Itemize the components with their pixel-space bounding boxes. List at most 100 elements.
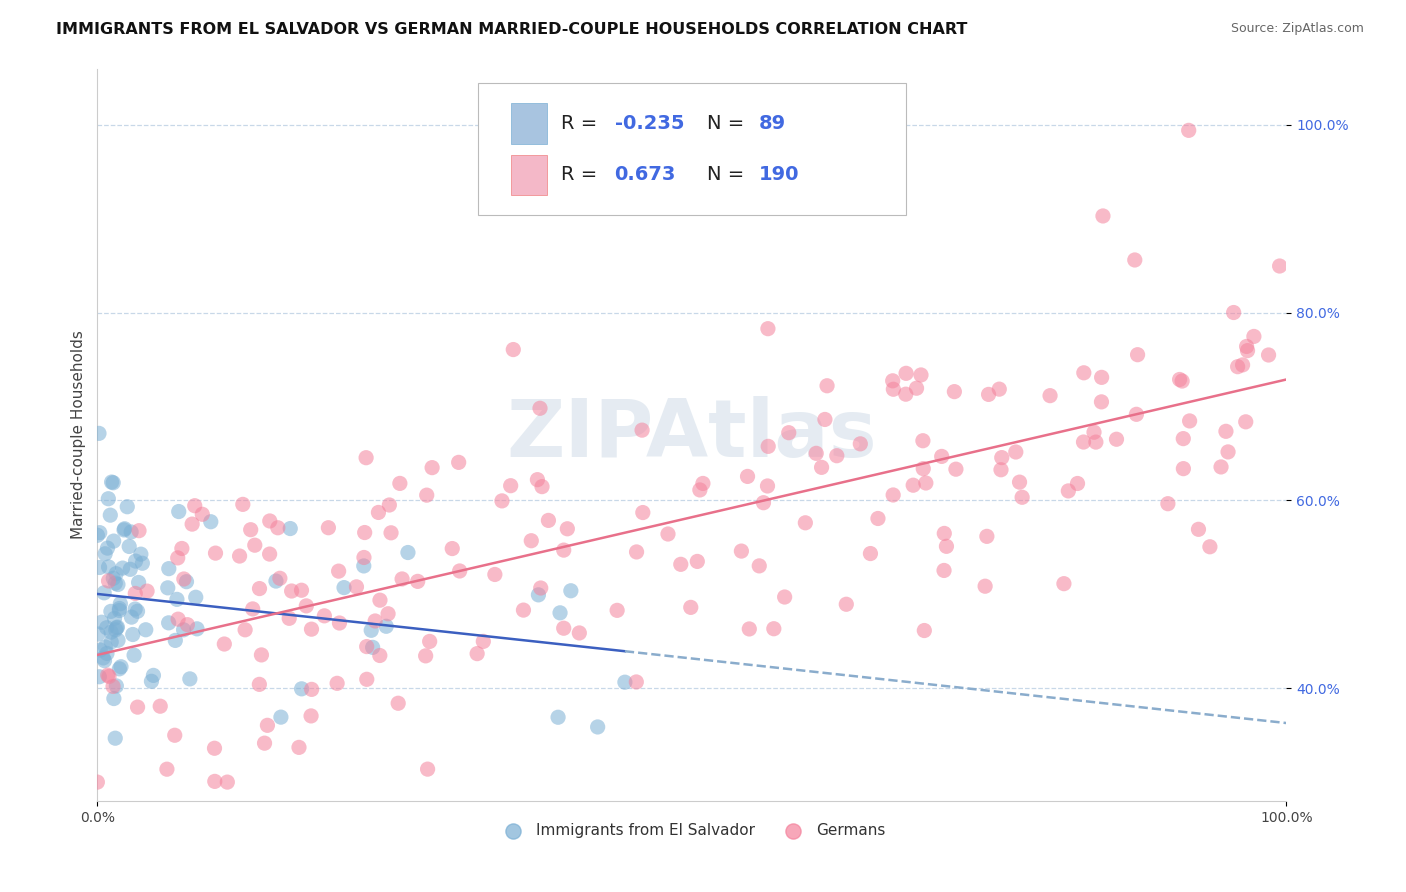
Point xyxy=(242,602,264,616)
Point xyxy=(110,597,132,611)
Point xyxy=(1008,475,1031,490)
Point xyxy=(882,488,904,502)
Point xyxy=(762,622,785,636)
Point xyxy=(131,556,153,570)
Point xyxy=(752,496,775,510)
Point xyxy=(737,469,759,483)
Point xyxy=(114,522,136,536)
Text: R =: R = xyxy=(561,114,603,133)
Point xyxy=(914,475,936,490)
Point xyxy=(107,620,129,634)
Point xyxy=(1084,435,1107,450)
Point xyxy=(97,668,120,682)
Point xyxy=(911,434,934,448)
Point xyxy=(108,603,131,617)
Point xyxy=(361,640,384,655)
Point xyxy=(560,583,582,598)
Point xyxy=(934,526,956,541)
Point xyxy=(1173,461,1195,475)
Point xyxy=(1090,395,1112,409)
Point xyxy=(613,675,636,690)
Point xyxy=(626,545,648,559)
Point xyxy=(835,597,858,611)
Point xyxy=(299,709,322,723)
Point xyxy=(142,668,165,682)
Point xyxy=(406,574,429,589)
Point xyxy=(935,539,957,553)
Point xyxy=(631,506,654,520)
Point xyxy=(810,460,832,475)
Point xyxy=(557,522,579,536)
Point xyxy=(356,673,378,687)
Point xyxy=(157,615,180,630)
Point xyxy=(256,718,278,732)
Point xyxy=(910,368,932,382)
Point xyxy=(825,449,848,463)
Point xyxy=(200,515,222,529)
Point xyxy=(163,728,186,742)
Point xyxy=(228,549,250,563)
Point xyxy=(387,696,409,710)
Point xyxy=(756,321,779,335)
Point xyxy=(280,584,302,599)
Point xyxy=(176,617,198,632)
Point xyxy=(291,681,314,696)
Point xyxy=(94,547,117,561)
Y-axis label: Married-couple Households: Married-couple Households xyxy=(72,330,86,539)
Point xyxy=(932,564,955,578)
Point xyxy=(537,513,560,527)
Text: 190: 190 xyxy=(758,165,799,185)
Point xyxy=(526,473,548,487)
Point xyxy=(108,662,131,676)
Text: -0.235: -0.235 xyxy=(614,114,685,133)
Point xyxy=(89,670,111,684)
Point xyxy=(108,601,131,615)
Point xyxy=(360,624,382,638)
Text: N =: N = xyxy=(707,114,751,133)
Point xyxy=(548,606,571,620)
Text: ZIPAtlas: ZIPAtlas xyxy=(506,396,877,474)
Point xyxy=(1057,483,1080,498)
Point xyxy=(278,522,301,536)
Point xyxy=(1168,372,1191,386)
Point xyxy=(100,604,122,618)
Point xyxy=(105,566,128,581)
Point xyxy=(232,497,254,511)
Point xyxy=(553,543,575,558)
Point xyxy=(166,592,188,607)
Point xyxy=(103,475,125,490)
Point xyxy=(101,680,124,694)
Point xyxy=(314,608,336,623)
Point xyxy=(127,700,149,714)
Point xyxy=(264,574,287,588)
Point xyxy=(568,626,591,640)
Point xyxy=(112,523,135,537)
Point xyxy=(110,659,132,673)
Point xyxy=(295,599,318,613)
Point xyxy=(243,538,266,552)
Point xyxy=(93,654,115,668)
Point xyxy=(1234,415,1257,429)
Point xyxy=(96,647,118,661)
Point xyxy=(149,699,172,714)
Point xyxy=(86,775,108,789)
Point xyxy=(1232,358,1254,372)
Point xyxy=(529,401,551,416)
Point xyxy=(176,574,198,589)
Point xyxy=(499,479,522,493)
Point xyxy=(368,648,391,663)
Point xyxy=(167,612,190,626)
Point xyxy=(882,382,904,396)
Point xyxy=(121,627,143,641)
Point xyxy=(375,619,398,633)
Point xyxy=(416,488,439,502)
Point xyxy=(977,387,1000,401)
Point xyxy=(87,627,110,641)
Point xyxy=(93,586,115,600)
Point xyxy=(107,633,129,648)
Text: Source: ZipAtlas.com: Source: ZipAtlas.com xyxy=(1230,22,1364,36)
Point xyxy=(806,446,828,460)
Point xyxy=(988,382,1011,396)
Point xyxy=(97,560,120,574)
Point xyxy=(267,521,290,535)
